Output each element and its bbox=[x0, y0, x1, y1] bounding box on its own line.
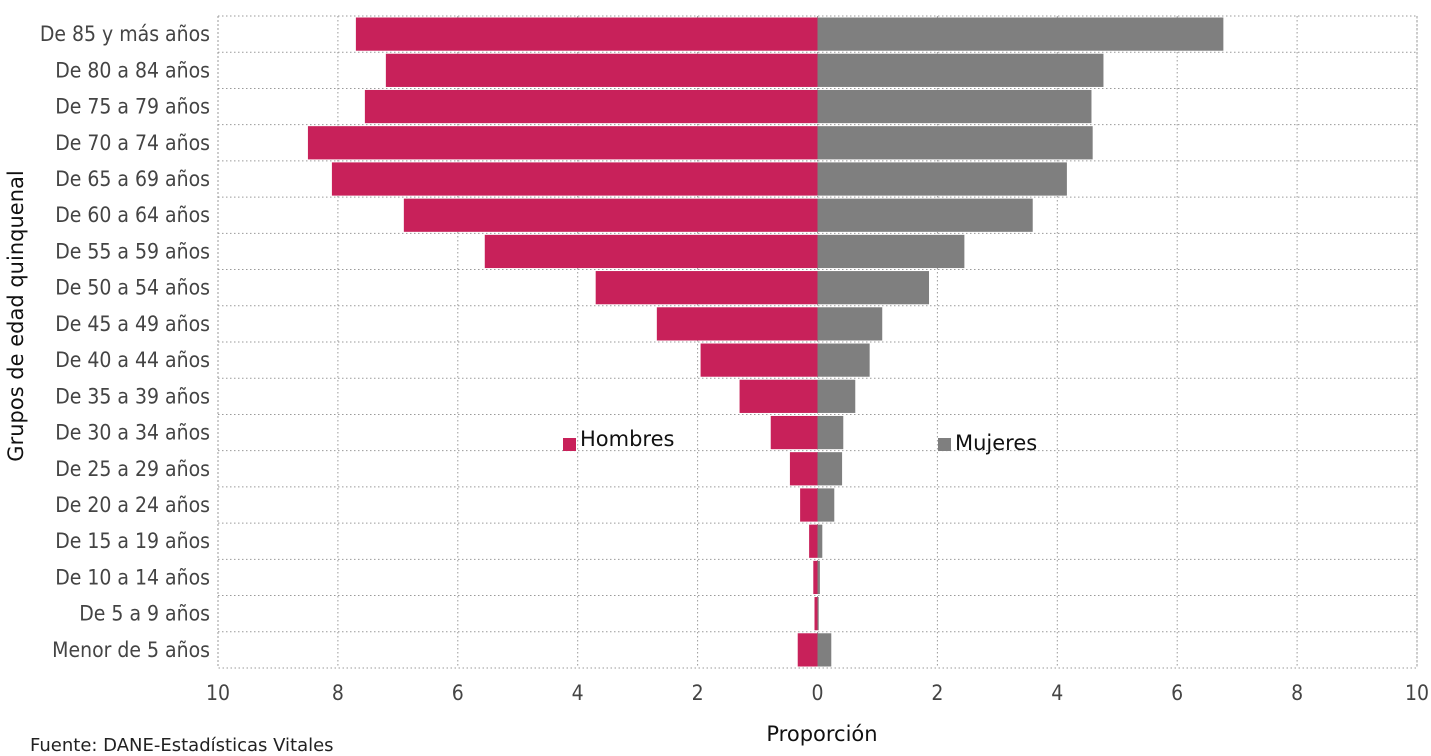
bar-mujeres bbox=[817, 53, 1104, 87]
x-tick-label: 6 bbox=[452, 681, 464, 705]
y-tick-label: De 55 a 59 años bbox=[55, 239, 210, 263]
x-tick-label: 8 bbox=[332, 681, 344, 705]
x-tick-label: 10 bbox=[206, 681, 230, 705]
x-tick-label: 10 bbox=[1405, 681, 1429, 705]
legend-hombres: Hombres bbox=[563, 427, 674, 451]
bar-mujeres bbox=[817, 560, 820, 595]
bar-hombres bbox=[789, 452, 818, 486]
bar-mujeres bbox=[817, 126, 1093, 160]
y-axis-tick-labels: De 85 y más años De 80 a 84 años De 75 a 7… bbox=[40, 22, 210, 662]
y-tick-label: De 60 a 64 años bbox=[55, 203, 210, 227]
bar-mujeres bbox=[817, 488, 835, 522]
bar-mujeres bbox=[817, 198, 1033, 232]
y-tick-label: De 35 a 39 años bbox=[55, 384, 210, 408]
y-tick-label: De 85 y más años bbox=[40, 22, 210, 46]
bar-mujeres bbox=[817, 343, 870, 377]
legend-mujeres-swatch bbox=[938, 438, 951, 451]
y-tick-label: De 10 a 14 años bbox=[55, 565, 210, 589]
y-tick-label: De 70 a 74 años bbox=[55, 131, 210, 155]
x-axis-tick-labels: 10 8 6 4 2 0 2 4 6 8 10 bbox=[206, 681, 1429, 705]
y-tick-label: De 65 a 69 años bbox=[55, 167, 210, 191]
hombres-bars bbox=[307, 17, 818, 667]
y-tick-label: De 75 a 79 años bbox=[55, 95, 210, 119]
bar-mujeres bbox=[817, 379, 856, 413]
bar-hombres bbox=[739, 379, 818, 413]
bar-hombres bbox=[307, 126, 818, 160]
mujeres-bars bbox=[817, 17, 1224, 667]
y-tick-label: De 30 a 34 años bbox=[55, 421, 210, 445]
bar-hombres bbox=[403, 198, 818, 232]
bar-mujeres bbox=[817, 452, 843, 486]
grid-lines bbox=[217, 15, 1418, 669]
bar-hombres bbox=[700, 343, 818, 377]
bar-hombres bbox=[800, 488, 818, 522]
x-tick-label: 4 bbox=[1051, 681, 1063, 705]
bar-mujeres bbox=[817, 89, 1092, 124]
bar-hombres bbox=[364, 89, 818, 124]
y-tick-label: De 25 a 29 años bbox=[55, 457, 210, 481]
legend-hombres-swatch bbox=[563, 438, 576, 451]
y-tick-label: De 45 a 49 años bbox=[55, 312, 210, 336]
bar-mujeres bbox=[817, 271, 930, 305]
bar-mujeres bbox=[817, 162, 1067, 196]
x-tick-label: 0 bbox=[811, 681, 823, 705]
legend-hombres-label: Hombres bbox=[580, 427, 674, 451]
x-tick-label: 2 bbox=[692, 681, 704, 705]
x-tick-label: 8 bbox=[1291, 681, 1303, 705]
y-tick-label: De 50 a 54 años bbox=[55, 276, 210, 300]
x-tick-label: 6 bbox=[1171, 681, 1183, 705]
source-note: Fuente: DANE-Estadísticas Vitales bbox=[30, 735, 334, 756]
bar-hombres bbox=[797, 633, 818, 667]
bar-hombres bbox=[595, 271, 818, 305]
bar-mujeres bbox=[817, 415, 844, 450]
bar-hombres bbox=[814, 597, 818, 631]
bar-hombres bbox=[770, 415, 818, 450]
bar-mujeres bbox=[817, 524, 823, 558]
x-tick-label: 4 bbox=[572, 681, 584, 705]
y-axis-title: Grupos de edad quinquenal bbox=[4, 170, 28, 461]
bar-mujeres bbox=[817, 633, 832, 667]
y-tick-label: De 40 a 44 años bbox=[55, 348, 210, 372]
bar-mujeres bbox=[817, 597, 819, 631]
y-tick-label: De 20 a 24 años bbox=[55, 493, 210, 517]
y-tick-label: De 5 a 9 años bbox=[79, 602, 210, 626]
x-tick-label: 2 bbox=[931, 681, 943, 705]
bar-mujeres bbox=[817, 307, 883, 341]
bar-hombres bbox=[355, 17, 818, 51]
y-tick-label: De 15 a 19 años bbox=[55, 529, 210, 553]
bar-hombres bbox=[484, 234, 818, 269]
y-tick-label: De 80 a 84 años bbox=[55, 58, 210, 82]
legend-mujeres: Mujeres bbox=[938, 431, 1037, 455]
bar-hombres bbox=[385, 53, 818, 87]
bar-hombres bbox=[813, 560, 818, 595]
bar-hombres bbox=[331, 162, 818, 196]
bar-mujeres bbox=[817, 234, 965, 269]
bar-mujeres bbox=[817, 17, 1224, 51]
legend-mujeres-label: Mujeres bbox=[955, 431, 1037, 455]
bar-hombres bbox=[656, 307, 818, 341]
x-axis-title: Proporción bbox=[766, 722, 877, 746]
bar-hombres bbox=[809, 524, 818, 558]
y-tick-label: Menor de 5 años bbox=[52, 638, 210, 662]
